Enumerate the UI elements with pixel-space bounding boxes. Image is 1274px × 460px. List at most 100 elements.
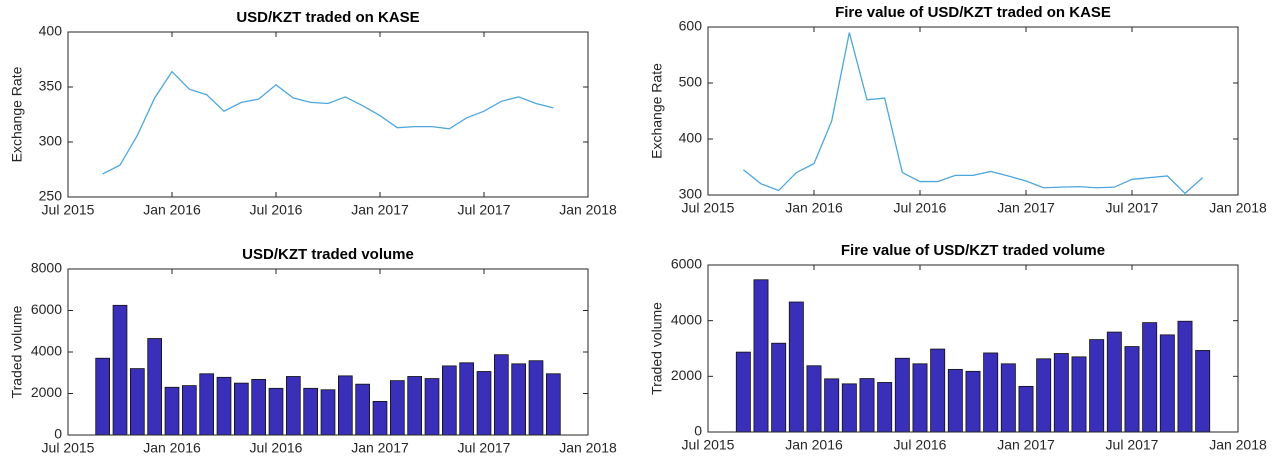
y-tick-label: 600 xyxy=(679,18,703,34)
bar xyxy=(355,383,371,436)
chart-title: USD/KZT traded on KASE xyxy=(236,9,419,26)
chart-title: USD/KZT traded volume xyxy=(242,246,414,263)
y-axis-label: Traded volume xyxy=(9,305,25,398)
x-tick-label: Jul 2017 xyxy=(458,202,511,218)
chart-title: Fire value of USD/KZT traded volume xyxy=(841,242,1105,259)
x-tick-label: Jul 2015 xyxy=(42,440,95,456)
bar xyxy=(216,376,232,436)
bar xyxy=(181,385,197,436)
bar xyxy=(1195,350,1211,433)
y-tick-label: 4000 xyxy=(31,343,62,359)
bar xyxy=(947,368,963,433)
bar xyxy=(233,382,249,436)
x-tick-label: Jan 2017 xyxy=(351,202,409,218)
bar xyxy=(1036,358,1052,433)
x-tick-label: Jan 2018 xyxy=(1209,437,1267,453)
x-tick-label: Jul 2015 xyxy=(42,202,95,218)
y-tick-label: 400 xyxy=(679,130,703,146)
x-tick-label: Jul 2015 xyxy=(682,437,735,453)
bar xyxy=(112,304,128,436)
x-tick-label: Jul 2016 xyxy=(250,440,303,456)
y-tick-label: 4000 xyxy=(671,311,702,327)
bar xyxy=(164,386,180,436)
y-tick-label: 2000 xyxy=(671,367,702,383)
bar xyxy=(1106,331,1122,433)
bar xyxy=(788,301,804,433)
bar xyxy=(1018,385,1034,433)
bar xyxy=(1071,356,1087,433)
bar xyxy=(1159,334,1175,433)
x-tick-label: Jan 2018 xyxy=(1209,200,1267,216)
bar xyxy=(824,378,840,433)
y-tick-label: 250 xyxy=(39,188,63,204)
x-tick-label: Jan 2016 xyxy=(143,202,201,218)
bar xyxy=(147,338,163,436)
bar xyxy=(441,365,457,436)
y-tick-label: 0 xyxy=(694,423,702,439)
y-tick-label: 0 xyxy=(54,426,62,442)
bar xyxy=(303,387,319,436)
y-tick-label: 300 xyxy=(679,186,703,202)
line-series xyxy=(102,70,554,175)
bar xyxy=(771,342,787,433)
y-tick-label: 8000 xyxy=(31,260,62,276)
x-tick-label: Jan 2018 xyxy=(559,202,617,218)
x-tick-label: Jul 2017 xyxy=(1106,200,1159,216)
bar xyxy=(493,354,509,436)
y-tick-label: 6000 xyxy=(31,301,62,317)
y-tick-label: 6000 xyxy=(671,256,702,272)
bar xyxy=(735,351,751,433)
x-tick-label: Jul 2016 xyxy=(250,202,303,218)
x-tick-label: Jan 2018 xyxy=(559,440,617,456)
x-tick-label: Jul 2017 xyxy=(1106,437,1159,453)
bar xyxy=(372,400,388,436)
axes-box xyxy=(707,264,1239,433)
bar xyxy=(546,373,561,436)
bar xyxy=(268,387,284,436)
axes-box xyxy=(67,268,589,436)
bar xyxy=(285,376,301,436)
bar xyxy=(877,382,893,433)
axes-box xyxy=(707,26,1239,196)
bar xyxy=(1089,339,1105,433)
bar xyxy=(1142,322,1158,433)
bar xyxy=(389,380,405,436)
x-tick-label: Jul 2016 xyxy=(894,200,947,216)
x-tick-label: Jan 2017 xyxy=(997,437,1055,453)
chart-title: Fire value of USD/KZT traded on KASE xyxy=(835,4,1111,21)
y-axis-label: Traded volume xyxy=(649,302,665,395)
bar xyxy=(424,378,440,436)
bar xyxy=(930,348,946,433)
bar xyxy=(1000,363,1016,433)
bar xyxy=(983,352,999,433)
bar xyxy=(894,357,910,433)
bar xyxy=(528,360,544,436)
bar xyxy=(1177,320,1193,433)
x-tick-label: Jan 2017 xyxy=(997,200,1055,216)
bar xyxy=(965,370,981,433)
x-tick-label: Jan 2017 xyxy=(351,440,409,456)
x-tick-label: Jan 2016 xyxy=(143,440,201,456)
axes-box xyxy=(67,31,589,198)
bar xyxy=(753,279,769,433)
bar xyxy=(912,363,928,433)
y-tick-label: 400 xyxy=(39,23,63,39)
bar xyxy=(806,365,822,433)
y-axis-label: Exchange Rate xyxy=(649,63,665,159)
y-tick-label: 500 xyxy=(679,74,703,90)
x-tick-label: Jan 2016 xyxy=(785,200,843,216)
x-tick-label: Jan 2016 xyxy=(785,437,843,453)
bar xyxy=(251,378,267,436)
line-series xyxy=(742,32,1204,195)
bar xyxy=(1124,346,1140,433)
bar xyxy=(476,371,492,436)
y-tick-label: 300 xyxy=(39,133,63,149)
bar xyxy=(1053,353,1069,433)
y-tick-label: 350 xyxy=(39,78,63,94)
y-tick-label: 2000 xyxy=(31,384,62,400)
bar xyxy=(95,357,110,436)
bar xyxy=(859,378,875,433)
bar xyxy=(337,375,353,436)
bar xyxy=(129,368,145,436)
